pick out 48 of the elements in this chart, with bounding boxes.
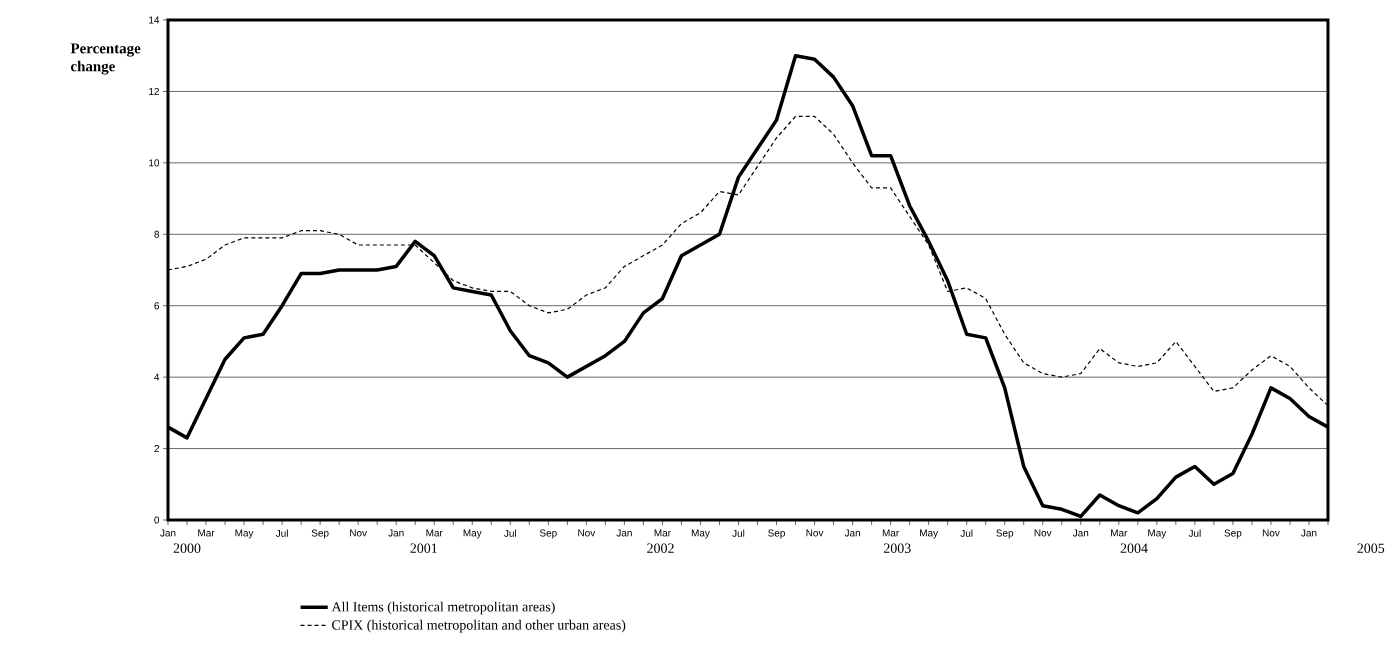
x-tick-label: Mar <box>654 529 671 537</box>
x-tick-label: Jul <box>275 529 288 537</box>
x-tick-label: Mar <box>198 529 215 537</box>
x-tick-label: Mar <box>882 529 900 537</box>
x-tick-label: Nov <box>1262 529 1280 537</box>
y-tick-label: 6 <box>154 302 160 310</box>
legend-label: All Items (historical metropolitan areas) <box>331 601 555 615</box>
text: 2000 <box>173 543 201 553</box>
x-tick-label: May <box>1148 529 1167 539</box>
x-tick-label: Jan <box>160 529 176 537</box>
text: 2003 <box>883 543 911 553</box>
x-tick-label: Nov <box>806 529 824 537</box>
x-tick-label: Jan <box>844 529 860 537</box>
y-tick-label: 4 <box>154 373 160 381</box>
text: 2001 <box>410 543 437 553</box>
text: 2005 <box>1357 543 1385 553</box>
y-tick-label: 8 <box>154 230 160 238</box>
y-tick-label: 10 <box>149 159 160 167</box>
x-tick-label: May <box>235 529 254 539</box>
x-tick-label: Jul <box>1188 529 1201 537</box>
x-tick-label: Sep <box>1224 529 1242 539</box>
y-tick-label: 2 <box>154 445 159 453</box>
y-tick-label: 12 <box>149 87 159 95</box>
x-tick-label: Jul <box>504 529 516 537</box>
x-tick-label: Jan <box>1301 529 1317 537</box>
legend-label: CPIX (historical metropolitan and other urban areas) <box>332 619 626 633</box>
x-tick-label: Sep <box>996 529 1014 539</box>
x-tick-label: Jul <box>732 529 745 537</box>
x-tick-label: Nov <box>350 529 367 537</box>
y-tick-label: 14 <box>149 16 160 24</box>
x-tick-label: May <box>691 529 710 539</box>
x-tick-label: Jan <box>1072 529 1089 537</box>
x-tick-label: Mar <box>426 529 443 537</box>
y-axis-title: Percentage change <box>70 43 141 75</box>
x-tick-label: Sep <box>311 529 329 539</box>
x-tick-label: May <box>463 529 482 539</box>
x-tick-label: Sep <box>539 529 557 539</box>
x-tick-label: Jan <box>616 529 632 537</box>
text: 2002 <box>647 543 674 553</box>
x-tick-label: May <box>920 529 939 539</box>
x-tick-label: Sep <box>768 529 785 539</box>
x-tick-label: Mar <box>1111 529 1128 537</box>
x-tick-label: Jan <box>388 529 404 537</box>
y-tick-label: 0 <box>154 516 160 524</box>
x-tick-label: Nov <box>1034 529 1052 537</box>
text: 2004 <box>1120 543 1148 553</box>
x-tick-label: Jul <box>960 529 973 537</box>
x-tick-label: Nov <box>578 529 596 537</box>
